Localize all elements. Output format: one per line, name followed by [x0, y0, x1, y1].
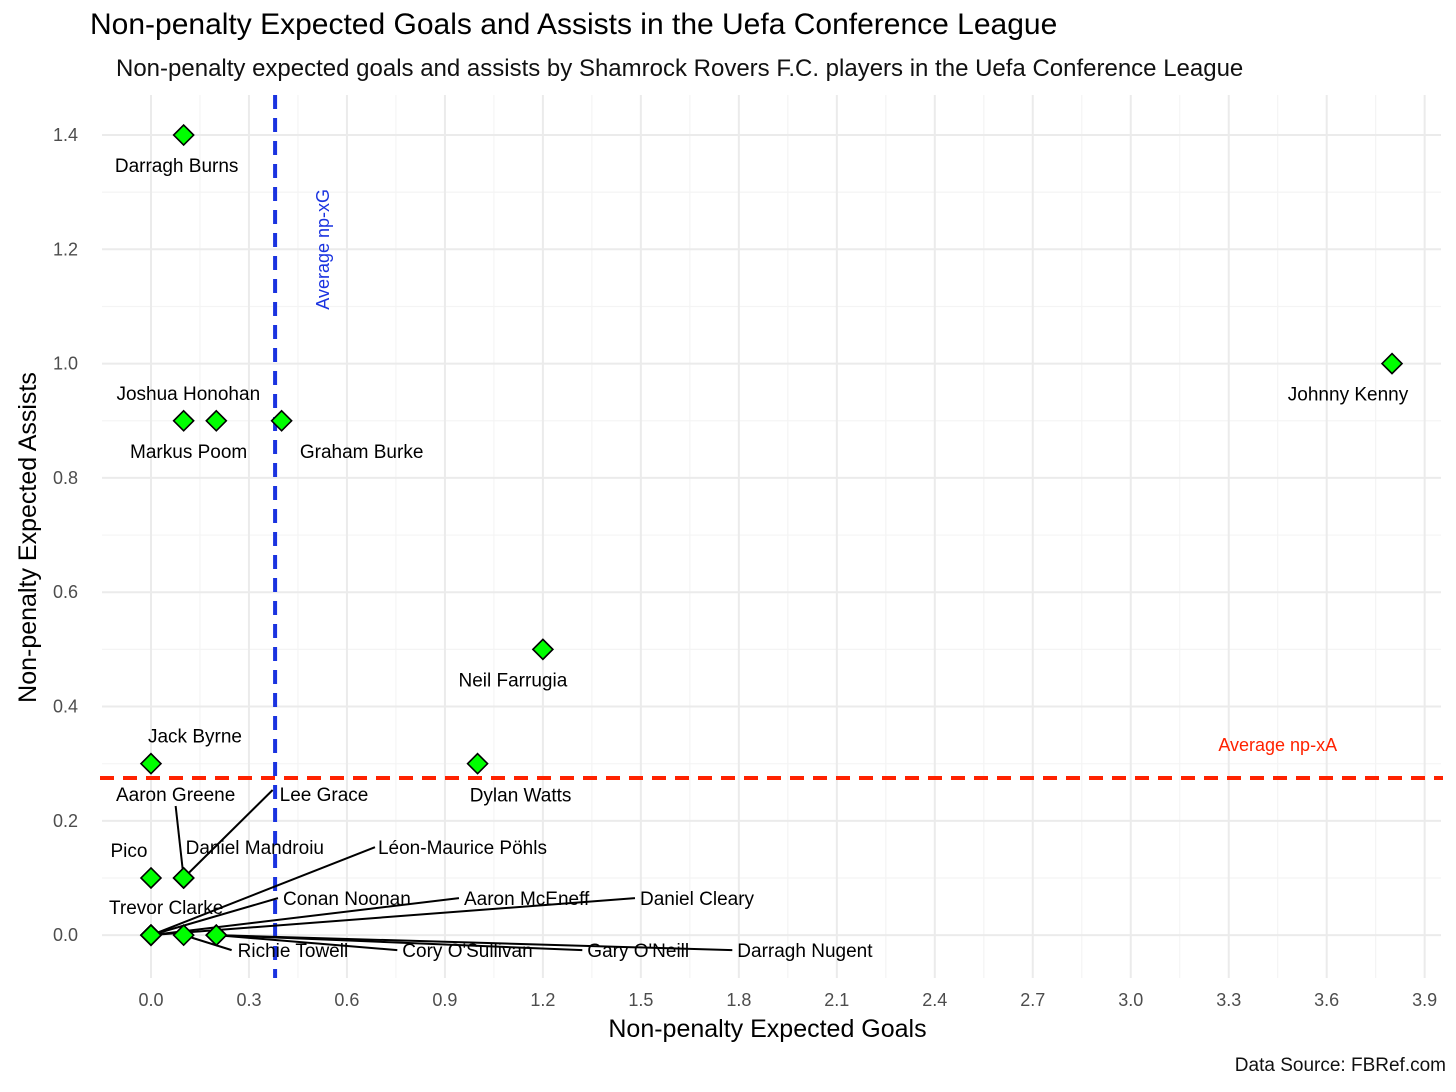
data-point — [205, 924, 228, 947]
data-point — [1380, 352, 1404, 375]
x-tick-label: 0.6 — [334, 990, 359, 1010]
x-tick-label: 0.0 — [138, 990, 163, 1010]
point-label: Léon-Maurice Pöhls — [378, 838, 547, 859]
x-tick-label: 0.9 — [432, 990, 457, 1010]
point-label: Markus Poom — [130, 442, 247, 463]
data-point — [139, 866, 163, 890]
x-tick-label: 1.2 — [530, 990, 555, 1010]
y-axis-title: Non-penalty Expected Assists — [14, 372, 42, 703]
x-tick-label: 2.4 — [922, 990, 947, 1010]
point-label: Darragh Burns — [115, 156, 239, 177]
y-tick-label: 0.2 — [53, 811, 78, 831]
x-tick-label: 1.5 — [628, 990, 653, 1010]
point-label: Aaron Greene — [116, 785, 235, 806]
label-leader-line — [150, 897, 279, 937]
data-point — [172, 409, 195, 432]
data-point — [270, 409, 293, 432]
axis-ticks: 0.0 0.3 0.6 0.9 1.2 1.5 1.8 2.1 2.4 2.7 3.0 3.3 3.6 3… — [53, 125, 1437, 1010]
label-leader-line — [150, 846, 376, 937]
x-tick-label: 3.6 — [1314, 990, 1339, 1010]
point-label: Daniel Mandroiu — [186, 838, 324, 859]
reference-lines: Average np-xG Average np-xA — [100, 95, 1443, 978]
point-label: Richie Towell — [238, 941, 349, 962]
x-tick-label: 3.3 — [1216, 990, 1241, 1010]
data-point — [205, 409, 228, 432]
y-tick-label: 0.8 — [53, 468, 78, 488]
point-label: Darragh Nugent — [737, 941, 873, 962]
avg-xg-label: Average np-xG — [313, 189, 333, 310]
point-label: Cory O'Sullivan — [402, 941, 532, 962]
label-leader-line — [216, 934, 398, 952]
label-leader-line — [150, 897, 460, 937]
y-tick-label: 1.4 — [53, 125, 78, 145]
point-label: Jack Byrne — [148, 727, 242, 748]
x-tick-label: 3.9 — [1412, 990, 1437, 1010]
point-label: Neil Farrugia — [459, 670, 568, 691]
y-tick-label: 0.0 — [53, 925, 78, 945]
x-tick-label: 2.7 — [1020, 990, 1045, 1010]
data-point — [139, 924, 163, 947]
data-source-caption: Data Source: FBRef.com — [1234, 1055, 1446, 1076]
point-label: Trevor Clarke — [109, 898, 223, 919]
point-label: Gary O'Neill — [587, 941, 689, 962]
data-point — [531, 638, 555, 661]
label-leader-line — [182, 789, 274, 879]
point-label: Johnny Kenny — [1288, 385, 1409, 406]
data-points — [139, 123, 1404, 947]
label-leader-line — [150, 897, 636, 937]
avg-xa-label: Average np-xA — [1218, 735, 1337, 755]
point-labels: Darragh Burns Johnny Kenny Joshua Honohan M… — [109, 156, 1409, 962]
data-point — [139, 752, 163, 775]
label-leader-line — [174, 805, 185, 879]
point-label: Joshua Honohan — [116, 384, 260, 405]
point-label: Graham Burke — [300, 442, 424, 463]
x-tick-label: 0.3 — [236, 990, 261, 1010]
data-point — [172, 123, 195, 147]
point-label: Lee Grace — [280, 785, 369, 806]
chart-title: Non-penalty Expected Goals and Assists i… — [90, 8, 1058, 41]
point-label: Daniel Cleary — [640, 889, 755, 910]
y-tick-label: 1.2 — [53, 239, 78, 259]
point-label: Dylan Watts — [470, 786, 572, 807]
data-point — [172, 866, 195, 890]
chart-subtitle: Non-penalty expected goals and assists b… — [116, 55, 1244, 82]
y-tick-label: 0.6 — [53, 582, 78, 602]
data-point — [172, 924, 195, 947]
label-leader-line — [216, 934, 733, 952]
point-label: Aaron McEneff — [464, 889, 590, 910]
x-axis-title: Non-penalty Expected Goals — [608, 1015, 926, 1043]
grid — [102, 95, 1441, 978]
y-tick-label: 0.4 — [53, 697, 78, 717]
x-tick-label: 3.0 — [1118, 990, 1143, 1010]
data-point — [466, 752, 489, 775]
label-leaders — [150, 789, 733, 952]
point-label: Pico — [111, 841, 148, 862]
x-tick-label: 1.8 — [726, 990, 751, 1010]
point-label: Conan Noonan — [283, 889, 411, 910]
x-tick-label: 2.1 — [824, 990, 849, 1010]
y-tick-label: 1.0 — [53, 354, 78, 374]
